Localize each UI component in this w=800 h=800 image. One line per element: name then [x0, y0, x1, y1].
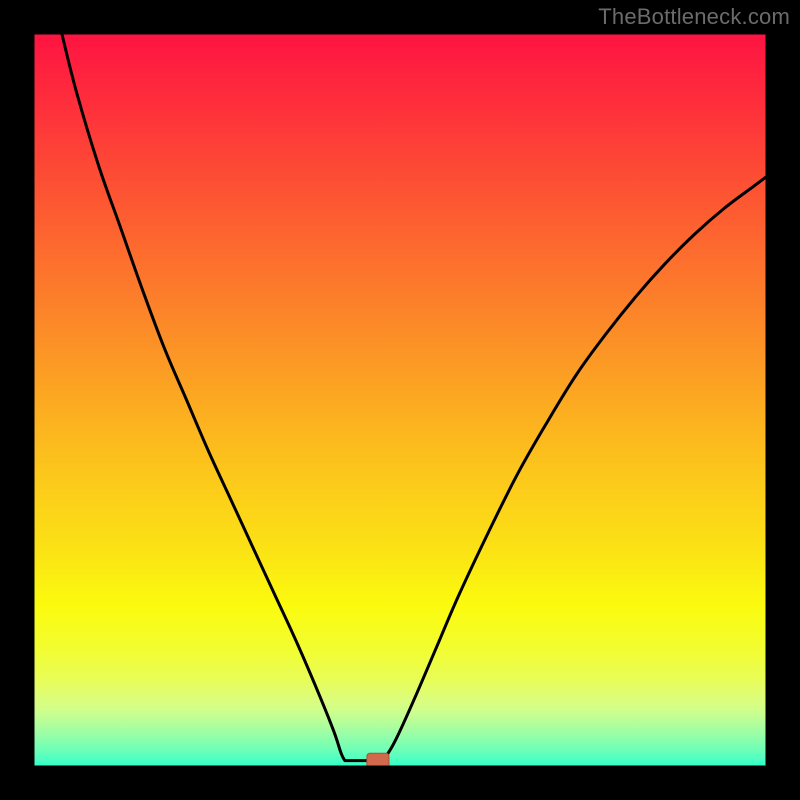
watermark-text: TheBottleneck.com	[598, 4, 790, 30]
bottleneck-chart	[0, 0, 800, 800]
plot-background-gradient	[32, 32, 768, 768]
